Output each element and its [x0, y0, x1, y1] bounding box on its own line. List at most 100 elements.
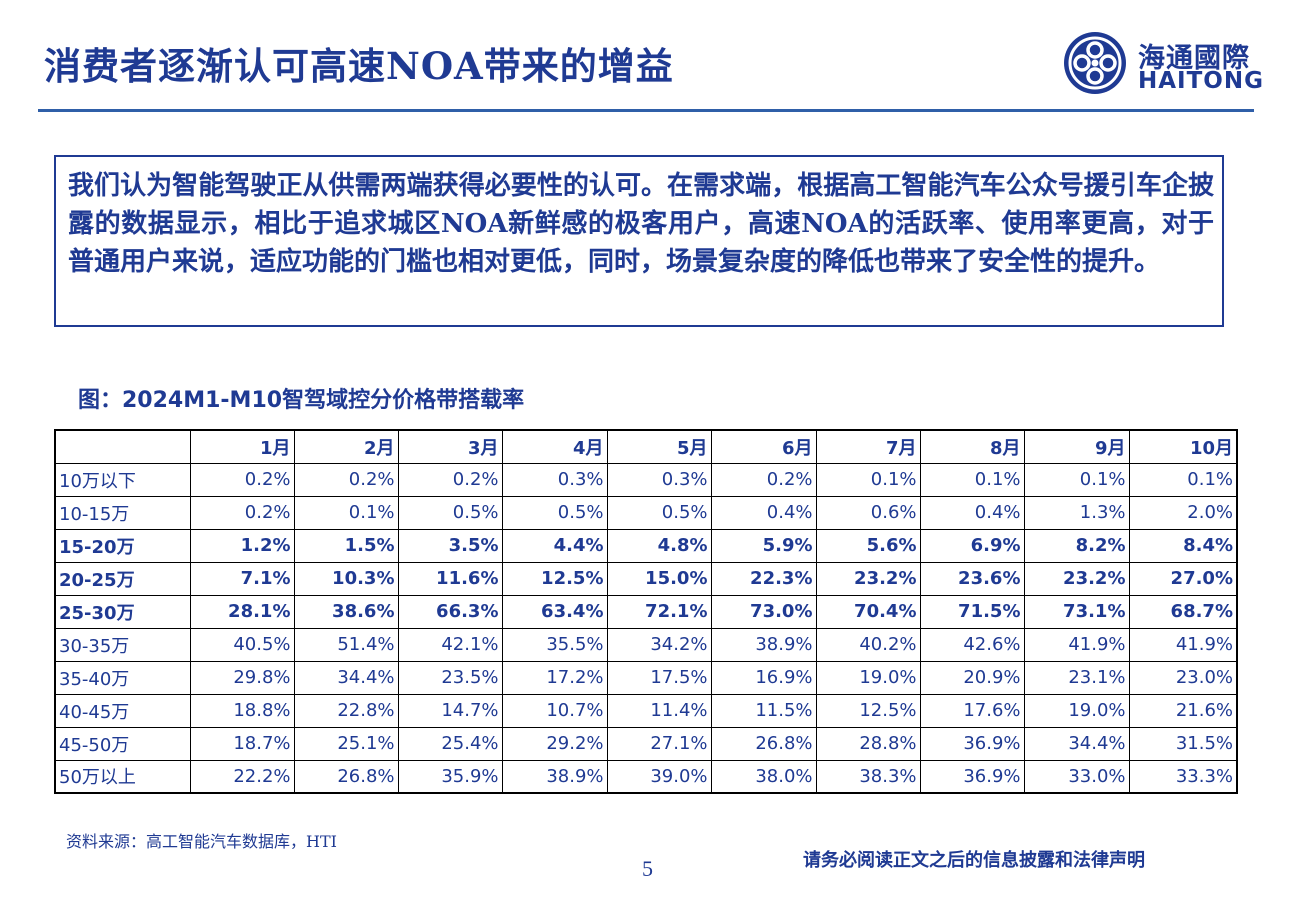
table-cell: 19.0% — [1023, 693, 1130, 728]
table-cell: 38.9% — [710, 627, 817, 662]
column-header: 3月 — [397, 429, 503, 464]
table-cell: 0.1% — [1128, 462, 1238, 497]
table-cell: 22.8% — [293, 693, 399, 728]
table-cell: 0.4% — [919, 495, 1025, 530]
table-header-row: 1月 2月 3月 4月 5月 6月 7月 8月 9月 10月 — [54, 429, 1238, 464]
table-cell: 11.6% — [397, 561, 503, 596]
table-cell: 6.9% — [919, 528, 1025, 563]
table-cell: 38.0% — [710, 759, 817, 794]
table-row: 30-35万 40.5% 51.4% 42.1% 35.5% 34.2% 38.9% 40.2… — [54, 627, 1238, 662]
table-cell: 23.1% — [1023, 660, 1130, 695]
table-cell: 10.3% — [293, 561, 399, 596]
table-cell: 34.2% — [606, 627, 712, 662]
table-cell: 71.5% — [919, 594, 1025, 629]
row-label: 50万以上 — [54, 759, 191, 794]
table-cell: 34.4% — [1023, 726, 1130, 761]
table-cell: 10.7% — [501, 693, 608, 728]
table-cell: 14.7% — [397, 693, 503, 728]
table-row: 35-40万 29.8% 34.4% 23.5% 17.2% 17.5% 16.9% 19.0… — [54, 660, 1238, 695]
source-note: 资料来源：高工智能汽车数据库，HTI — [66, 832, 337, 851]
table-corner-cell — [54, 429, 191, 464]
table-cell: 12.5% — [501, 561, 608, 596]
header-divider — [38, 109, 1254, 112]
table-cell: 38.9% — [501, 759, 608, 794]
table-cell: 0.2% — [293, 462, 399, 497]
table-cell: 36.9% — [919, 759, 1025, 794]
table-cell: 27.1% — [606, 726, 712, 761]
table-cell: 36.9% — [919, 726, 1025, 761]
table-row: 40-45万 18.8% 22.8% 14.7% 10.7% 11.4% 11.5% 12.5… — [54, 693, 1238, 728]
table-cell: 23.5% — [397, 660, 503, 695]
table-cell: 38.3% — [815, 759, 921, 794]
table-cell: 0.1% — [293, 495, 399, 530]
table-cell: 17.2% — [501, 660, 608, 695]
table-row: 25-30万 28.1% 38.6% 66.3% 63.4% 72.1% 73.0% 70.4… — [54, 594, 1238, 629]
table-cell: 1.2% — [189, 528, 295, 563]
table-cell: 51.4% — [293, 627, 399, 662]
penetration-rate-table: 1月 2月 3月 4月 5月 6月 7月 8月 9月 10月 10万以下 0.2% 0.2% 0.2% 0… — [54, 429, 1238, 794]
table-cell: 40.2% — [815, 627, 921, 662]
page-number: 5 — [642, 856, 653, 881]
row-label: 35-40万 — [54, 660, 191, 695]
table-cell: 73.1% — [1023, 594, 1130, 629]
table-cell: 0.5% — [397, 495, 503, 530]
table-cell: 11.5% — [710, 693, 817, 728]
table-row: 15-20万 1.2% 1.5% 3.5% 4.4% 4.8% 5.9% 5.6% 6.9% 8.… — [54, 528, 1238, 563]
summary-text: 我们认为智能驾驶正从供需两端获得必要性的认可。在需求端，根据高工智能汽车公众号援… — [68, 171, 1214, 277]
column-header: 9月 — [1023, 429, 1130, 464]
table-cell: 0.2% — [710, 462, 817, 497]
table-cell: 63.4% — [501, 594, 608, 629]
table-cell: 1.3% — [1023, 495, 1130, 530]
table-cell: 2.0% — [1128, 495, 1238, 530]
table-cell: 33.3% — [1128, 759, 1238, 794]
table-cell: 0.6% — [815, 495, 921, 530]
table-cell: 0.1% — [815, 462, 921, 497]
table-row: 10-15万 0.2% 0.1% 0.5% 0.5% 0.5% 0.4% 0.6% 0.4% 1.… — [54, 495, 1238, 530]
column-header: 10月 — [1128, 429, 1238, 464]
table-cell: 18.7% — [189, 726, 295, 761]
table-cell: 0.2% — [189, 495, 295, 530]
figure-caption: 图：2024M1-M10智驾域控分价格带搭载率 — [78, 388, 525, 413]
table-cell: 25.1% — [293, 726, 399, 761]
table-cell: 8.4% — [1128, 528, 1238, 563]
table-cell: 17.6% — [919, 693, 1025, 728]
row-label: 45-50万 — [54, 726, 191, 761]
table-cell: 26.8% — [293, 759, 399, 794]
table-cell: 17.5% — [606, 660, 712, 695]
table-row: 50万以上 22.2% 26.8% 35.9% 38.9% 39.0% 38.0% 38.3%… — [54, 759, 1238, 794]
table-cell: 16.9% — [710, 660, 817, 695]
table-row: 20-25万 7.1% 10.3% 11.6% 12.5% 15.0% 22.3% 23.2%… — [54, 561, 1238, 596]
table-cell: 73.0% — [710, 594, 817, 629]
table-cell: 28.8% — [815, 726, 921, 761]
table-cell: 66.3% — [397, 594, 503, 629]
table-cell: 34.4% — [293, 660, 399, 695]
row-label: 10-15万 — [54, 495, 191, 530]
table-cell: 3.5% — [397, 528, 503, 563]
table-cell: 21.6% — [1128, 693, 1238, 728]
table-cell: 38.6% — [293, 594, 399, 629]
table-cell: 18.8% — [189, 693, 295, 728]
table-body: 10万以下 0.2% 0.2% 0.2% 0.3% 0.3% 0.2% 0.1% 0.1% 0.1… — [54, 462, 1238, 794]
table-cell: 0.3% — [501, 462, 608, 497]
table-cell: 8.2% — [1023, 528, 1130, 563]
table-cell: 1.5% — [293, 528, 399, 563]
table-cell: 20.9% — [919, 660, 1025, 695]
table-cell: 5.6% — [815, 528, 921, 563]
table-cell: 42.6% — [919, 627, 1025, 662]
table-cell: 4.4% — [501, 528, 608, 563]
column-header: 2月 — [293, 429, 399, 464]
column-header: 5月 — [606, 429, 712, 464]
table-cell: 40.5% — [189, 627, 295, 662]
table-cell: 23.0% — [1128, 660, 1238, 695]
table-cell: 15.0% — [606, 561, 712, 596]
table-cell: 39.0% — [606, 759, 712, 794]
table-cell: 23.6% — [919, 561, 1025, 596]
table-cell: 0.2% — [397, 462, 503, 497]
haitong-emblem-icon — [1064, 32, 1126, 94]
table-cell: 0.4% — [710, 495, 817, 530]
table-cell: 11.4% — [606, 693, 712, 728]
summary-box: 我们认为智能驾驶正从供需两端获得必要性的认可。在需求端，根据高工智能汽车公众号援… — [54, 155, 1224, 327]
column-header: 6月 — [710, 429, 817, 464]
table-cell: 7.1% — [189, 561, 295, 596]
table-cell: 25.4% — [397, 726, 503, 761]
